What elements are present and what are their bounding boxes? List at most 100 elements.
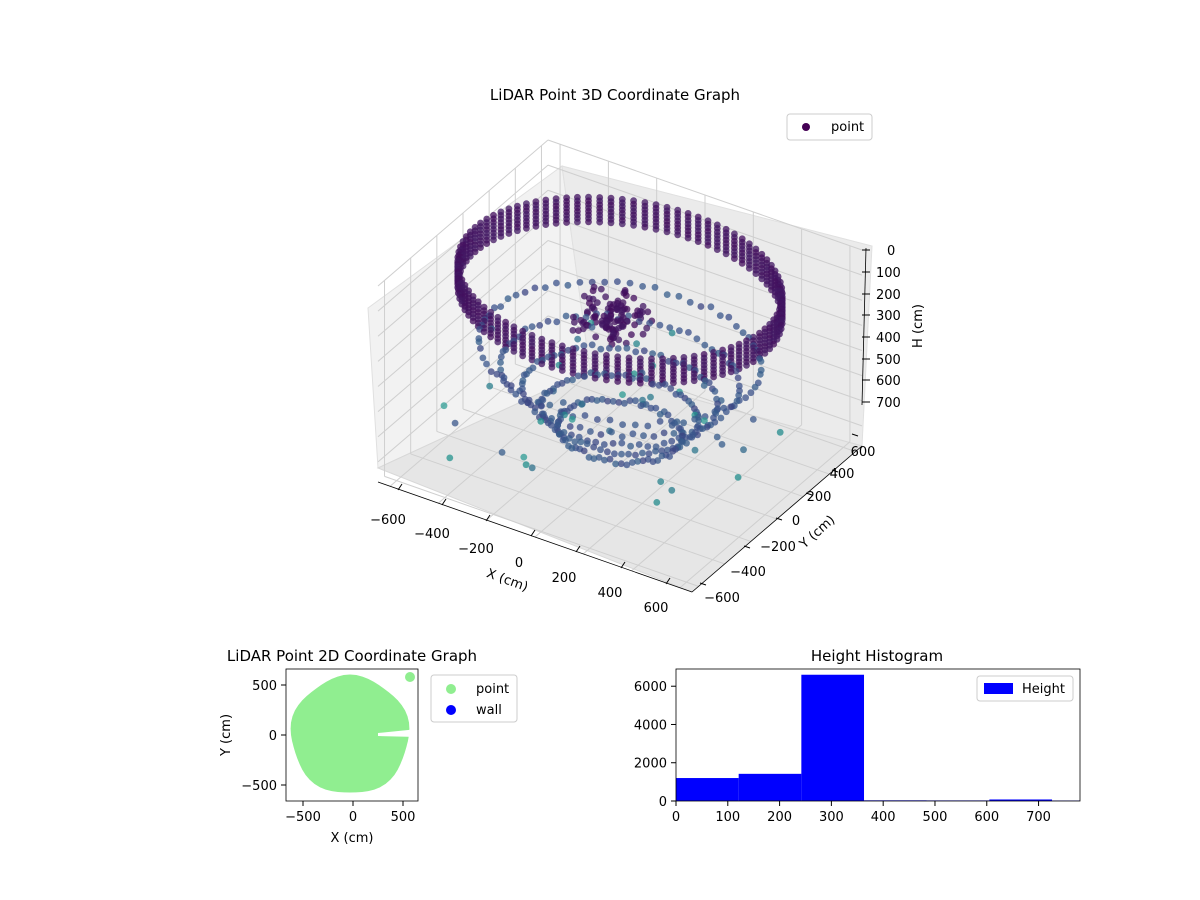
point-3d (574, 218, 581, 226)
point-3d (697, 303, 705, 310)
point-3d (705, 379, 713, 387)
point-3d (713, 433, 721, 441)
point-3d (707, 303, 715, 311)
point-3d (757, 358, 765, 365)
gridline-3d (582, 407, 754, 555)
point-3d (522, 461, 530, 469)
point-3d (595, 454, 603, 461)
point-3d (649, 350, 656, 357)
y-tick-label-3d: −600 (704, 591, 740, 606)
point-3d (667, 385, 675, 392)
z-axis-line (861, 247, 867, 406)
point-3d (639, 330, 647, 338)
point-3d (611, 318, 619, 326)
point-3d (588, 341, 596, 349)
point-3d (499, 348, 507, 355)
point-3d (637, 402, 645, 410)
y-axis-label-3d: Y (cm) (796, 513, 838, 553)
point-3d (619, 391, 626, 398)
point-3d (639, 457, 647, 465)
point-3d (479, 354, 487, 362)
histogram-x-tick-label: 200 (767, 810, 792, 825)
point-3d (631, 312, 639, 319)
point-3d (446, 454, 454, 462)
point-3d (701, 341, 709, 349)
point-3d (562, 436, 569, 444)
point-3d (505, 230, 513, 237)
point-3d (538, 402, 545, 410)
point-3d (742, 394, 749, 402)
y-tick-label-3d: 600 (851, 445, 876, 460)
point-3d (639, 449, 646, 457)
legend-2d-label-wall: wall (476, 703, 502, 718)
x-tick-label-3d: 600 (644, 601, 669, 616)
gridline-3d (547, 214, 863, 326)
point-3d (531, 408, 539, 416)
point-3d (717, 414, 725, 422)
point-3d (631, 421, 639, 429)
point-3d (652, 447, 659, 455)
point-3d (745, 265, 753, 272)
x-tick-label-2d: 500 (391, 810, 416, 825)
x-tick-label-2d: 0 (349, 810, 357, 825)
legend-3d: point (786, 113, 873, 141)
y-tick-label-3d: 400 (830, 467, 855, 482)
point-3d (597, 285, 605, 293)
point-3d (663, 291, 671, 298)
y-tick-label-2d: 0 (269, 729, 277, 744)
point-3d (528, 464, 536, 472)
point-3d (618, 450, 625, 458)
point-3d (701, 417, 708, 425)
gridline-3d (377, 290, 549, 438)
point-3d (538, 360, 546, 368)
point-3d (626, 397, 634, 404)
point-3d (635, 441, 643, 448)
point-3d (625, 379, 633, 386)
point-3d (615, 399, 623, 406)
y-axis-label-2d: Y (cm) (219, 714, 234, 757)
point-3d (633, 340, 640, 348)
chart-3d: LiDAR Point 3D Coordinate Graph −600 −40… (367, 86, 926, 616)
point-3d (674, 231, 682, 239)
point-3d (683, 439, 690, 447)
point-3d (619, 421, 626, 428)
point-3d (607, 219, 615, 227)
point-3d (596, 218, 604, 226)
point-3d (608, 372, 615, 379)
point-3d (497, 359, 504, 366)
point-3d (639, 302, 647, 310)
point-3d (644, 443, 652, 450)
point-3d (685, 329, 692, 336)
point-3d (657, 478, 665, 485)
chart-histogram: Height Histogram 0 100 200 300 400 500 600 700 … (634, 647, 1081, 825)
legend-2d-marker-wall (446, 705, 456, 715)
point-3d (733, 323, 740, 330)
histogram-x-tick-label: 400 (871, 810, 896, 825)
histogram-y-tick-label: 0 (659, 795, 667, 810)
point-3d (738, 260, 746, 267)
histogram-x-tick-label: 700 (1026, 810, 1051, 825)
point-3d (604, 448, 611, 456)
point-3d (594, 416, 601, 423)
point-3d (588, 323, 596, 331)
point-3d (649, 380, 657, 388)
point-3d (749, 416, 757, 423)
point-3d (710, 373, 717, 381)
point-3d (644, 422, 652, 430)
point-3d (645, 450, 653, 457)
histogram-x-tick-label: 100 (715, 810, 740, 825)
point-3d (568, 415, 576, 423)
point-3d (655, 381, 663, 389)
point-3d (514, 227, 521, 235)
histogram-y-tick-label: 2000 (634, 757, 667, 772)
point-3d (609, 398, 617, 405)
point-3d (568, 444, 576, 452)
point-3d (566, 423, 574, 430)
x-axis-line (377, 481, 693, 593)
point-3d (630, 221, 637, 229)
point-3d (663, 228, 671, 236)
point-3d (597, 446, 604, 454)
point-3d (642, 401, 650, 408)
point-3d (593, 299, 601, 306)
